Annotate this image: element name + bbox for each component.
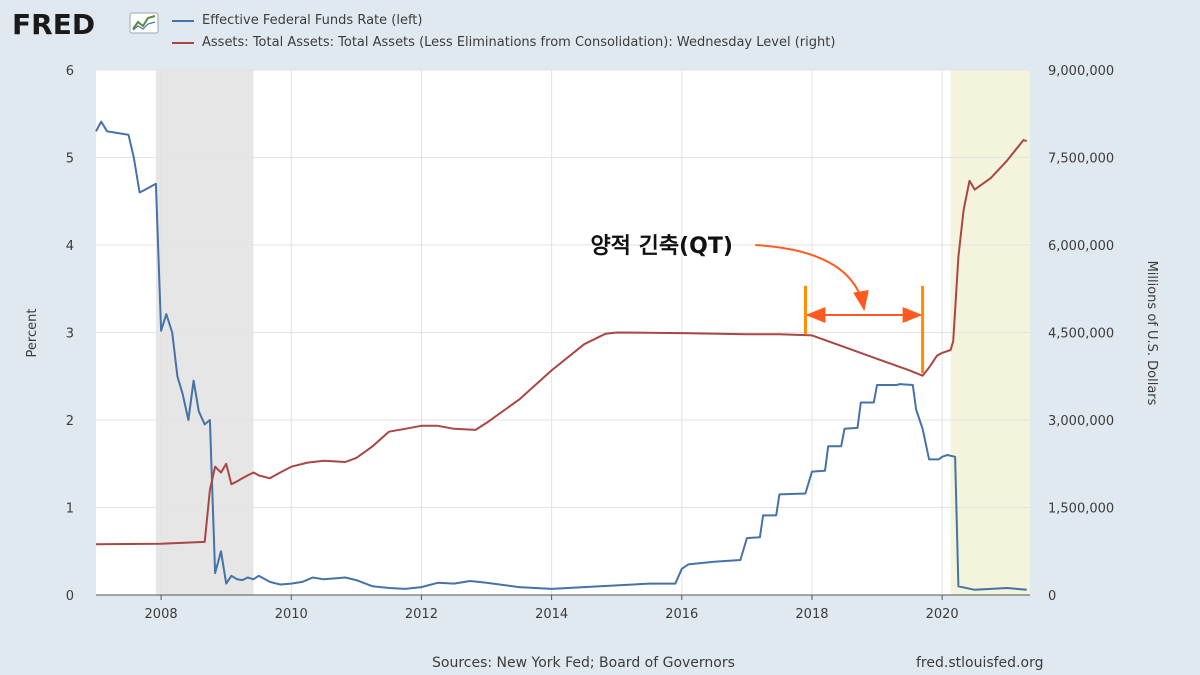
fred-logo-text: FRED	[12, 8, 95, 38]
qt-pointer-arrow	[755, 244, 869, 311]
y-tick-label-left-3: 3	[66, 327, 74, 342]
series-line-funds-rate	[95, 120, 1027, 591]
y-tick-label-left-2: 2	[66, 414, 74, 429]
y-tick-label-right-3: 4,500,000	[1048, 327, 1114, 342]
legend-label-funds-rate: Effective Federal Funds Rate (left)	[202, 13, 423, 28]
series-line-total-assets	[95, 139, 1028, 546]
x-tick-label-0: 2008	[145, 607, 178, 622]
legend-label-total-assets: Assets: Total Assets: Total Assets (Less…	[202, 35, 836, 50]
x-tick-label-2: 2012	[405, 607, 438, 622]
y-tick-label-right-1: 1,500,000	[1048, 502, 1114, 517]
x-tick-label-6: 2020	[926, 607, 959, 622]
x-tick-label-3: 2014	[535, 607, 568, 622]
y-axis-label-left: Percent	[25, 309, 40, 358]
y-tick-label-right-2: 3,000,000	[1048, 414, 1114, 429]
legend-item-total-assets[interactable]: Assets: Total Assets: Total Assets (Less…	[172, 35, 835, 50]
legend-swatch-red	[172, 41, 194, 44]
legend-item-funds-rate[interactable]: Effective Federal Funds Rate (left)	[172, 13, 422, 28]
y-axis-label-right: Millions of U.S. Dollars	[1144, 261, 1159, 406]
footer-sources: Sources: New York Fed; Board of Governor…	[432, 655, 735, 671]
y-tick-label-left-4: 4	[66, 239, 74, 254]
y-tick-label-left-0: 0	[66, 589, 74, 604]
y-tick-label-right-5: 7,500,000	[1048, 152, 1114, 167]
y-tick-label-right-4: 6,000,000	[1048, 239, 1114, 254]
y-tick-label-left-1: 1	[66, 502, 74, 517]
fred-logo[interactable]: FRED	[12, 8, 162, 38]
x-tick-label-5: 2018	[795, 607, 828, 622]
fred-logo-chart-icon	[129, 12, 159, 34]
y-tick-label-right-0: 0	[1048, 589, 1056, 604]
x-tick-label-1: 2010	[275, 607, 308, 622]
y-tick-label-left-6: 6	[66, 64, 74, 79]
y-tick-label-left-5: 5	[66, 152, 74, 167]
x-tick-label-4: 2016	[665, 607, 698, 622]
qt-annotation-label: 양적 긴축(QT)	[590, 234, 732, 259]
footer-url[interactable]: fred.stlouisfed.org	[916, 655, 1044, 671]
y-tick-label-right-6: 9,000,000	[1048, 64, 1114, 79]
legend-swatch-blue	[172, 19, 194, 22]
